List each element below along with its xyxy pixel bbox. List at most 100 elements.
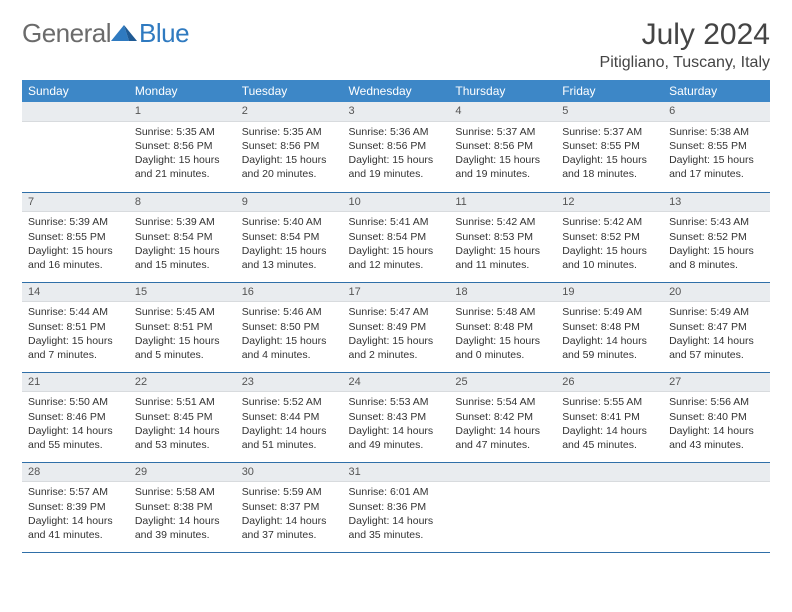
day-number: 11 — [449, 193, 556, 213]
sunrise-line: Sunrise: 5:42 AM — [455, 215, 550, 229]
sunrise-line: Sunrise: 5:54 AM — [455, 395, 550, 409]
day-body: Sunrise: 5:48 AMSunset: 8:48 PMDaylight:… — [449, 302, 556, 368]
sunrise-line: Sunrise: 5:59 AM — [242, 485, 337, 499]
daylight-line: Daylight: 15 hours and 8 minutes. — [669, 244, 764, 272]
day-body: Sunrise: 5:44 AMSunset: 8:51 PMDaylight:… — [22, 302, 129, 368]
sunset-line: Sunset: 8:55 PM — [28, 230, 123, 244]
calendar-cell: 29Sunrise: 5:58 AMSunset: 8:38 PMDayligh… — [129, 462, 236, 552]
day-body — [663, 482, 770, 542]
sunset-line: Sunset: 8:53 PM — [455, 230, 550, 244]
day-body: Sunrise: 5:49 AMSunset: 8:48 PMDaylight:… — [556, 302, 663, 368]
sunrise-line: Sunrise: 5:43 AM — [669, 215, 764, 229]
daylight-line: Daylight: 14 hours and 55 minutes. — [28, 424, 123, 452]
sunset-line: Sunset: 8:48 PM — [455, 320, 550, 334]
day-number: 16 — [236, 283, 343, 303]
header: General Blue July 2024 Pitigliano, Tusca… — [22, 18, 770, 72]
daylight-line: Daylight: 14 hours and 41 minutes. — [28, 514, 123, 542]
sunset-line: Sunset: 8:54 PM — [135, 230, 230, 244]
sunrise-line: Sunrise: 5:42 AM — [562, 215, 657, 229]
calendar-cell: 10Sunrise: 5:41 AMSunset: 8:54 PMDayligh… — [343, 192, 450, 282]
sunrise-line: Sunrise: 5:39 AM — [28, 215, 123, 229]
calendar-cell: 21Sunrise: 5:50 AMSunset: 8:46 PMDayligh… — [22, 372, 129, 462]
calendar-cell: 27Sunrise: 5:56 AMSunset: 8:40 PMDayligh… — [663, 372, 770, 462]
day-body: Sunrise: 5:50 AMSunset: 8:46 PMDaylight:… — [22, 392, 129, 458]
day-number: 17 — [343, 283, 450, 303]
calendar-cell: 19Sunrise: 5:49 AMSunset: 8:48 PMDayligh… — [556, 282, 663, 372]
day-number: 25 — [449, 373, 556, 393]
sunset-line: Sunset: 8:44 PM — [242, 410, 337, 424]
daylight-line: Daylight: 15 hours and 13 minutes. — [242, 244, 337, 272]
daylight-line: Daylight: 14 hours and 49 minutes. — [349, 424, 444, 452]
calendar-cell — [556, 462, 663, 552]
day-body: Sunrise: 5:56 AMSunset: 8:40 PMDaylight:… — [663, 392, 770, 458]
day-body: Sunrise: 5:37 AMSunset: 8:56 PMDaylight:… — [449, 122, 556, 188]
day-number: 30 — [236, 463, 343, 483]
sunrise-line: Sunrise: 5:57 AM — [28, 485, 123, 499]
sunrise-line: Sunrise: 5:56 AM — [669, 395, 764, 409]
daylight-line: Daylight: 14 hours and 51 minutes. — [242, 424, 337, 452]
sunrise-line: Sunrise: 5:50 AM — [28, 395, 123, 409]
day-number: 6 — [663, 102, 770, 122]
sunrise-line: Sunrise: 5:45 AM — [135, 305, 230, 319]
sunset-line: Sunset: 8:49 PM — [349, 320, 444, 334]
day-body: Sunrise: 5:55 AMSunset: 8:41 PMDaylight:… — [556, 392, 663, 458]
day-number: 12 — [556, 193, 663, 213]
day-number: 1 — [129, 102, 236, 122]
day-number: 23 — [236, 373, 343, 393]
logo-triangle-icon — [111, 21, 137, 41]
calendar-cell: 13Sunrise: 5:43 AMSunset: 8:52 PMDayligh… — [663, 192, 770, 282]
day-number: 4 — [449, 102, 556, 122]
day-number: 28 — [22, 463, 129, 483]
daylight-line: Daylight: 14 hours and 53 minutes. — [135, 424, 230, 452]
daylight-line: Daylight: 15 hours and 15 minutes. — [135, 244, 230, 272]
calendar-cell — [449, 462, 556, 552]
sunset-line: Sunset: 8:52 PM — [562, 230, 657, 244]
calendar-cell: 14Sunrise: 5:44 AMSunset: 8:51 PMDayligh… — [22, 282, 129, 372]
logo-text-general: General — [22, 18, 111, 49]
calendar-head: SundayMondayTuesdayWednesdayThursdayFrid… — [22, 80, 770, 102]
sunrise-line: Sunrise: 5:40 AM — [242, 215, 337, 229]
calendar-cell: 17Sunrise: 5:47 AMSunset: 8:49 PMDayligh… — [343, 282, 450, 372]
sunrise-line: Sunrise: 5:58 AM — [135, 485, 230, 499]
calendar-cell: 22Sunrise: 5:51 AMSunset: 8:45 PMDayligh… — [129, 372, 236, 462]
day-number: 27 — [663, 373, 770, 393]
sunset-line: Sunset: 8:36 PM — [349, 500, 444, 514]
day-number: 3 — [343, 102, 450, 122]
sunset-line: Sunset: 8:56 PM — [135, 139, 230, 153]
sunset-line: Sunset: 8:56 PM — [349, 139, 444, 153]
day-body: Sunrise: 5:39 AMSunset: 8:55 PMDaylight:… — [22, 212, 129, 278]
sunrise-line: Sunrise: 6:01 AM — [349, 485, 444, 499]
day-body: Sunrise: 5:38 AMSunset: 8:55 PMDaylight:… — [663, 122, 770, 188]
day-number: 20 — [663, 283, 770, 303]
day-number: 29 — [129, 463, 236, 483]
day-number — [449, 463, 556, 483]
day-body: Sunrise: 5:35 AMSunset: 8:56 PMDaylight:… — [236, 122, 343, 188]
day-body: Sunrise: 6:01 AMSunset: 8:36 PMDaylight:… — [343, 482, 450, 548]
sunrise-line: Sunrise: 5:51 AM — [135, 395, 230, 409]
day-body: Sunrise: 5:36 AMSunset: 8:56 PMDaylight:… — [343, 122, 450, 188]
day-body: Sunrise: 5:41 AMSunset: 8:54 PMDaylight:… — [343, 212, 450, 278]
month-title: July 2024 — [600, 18, 770, 52]
day-number: 8 — [129, 193, 236, 213]
day-number: 18 — [449, 283, 556, 303]
sunset-line: Sunset: 8:48 PM — [562, 320, 657, 334]
day-header: Thursday — [449, 80, 556, 102]
sunrise-line: Sunrise: 5:35 AM — [135, 125, 230, 139]
sunrise-line: Sunrise: 5:36 AM — [349, 125, 444, 139]
calendar-cell: 31Sunrise: 6:01 AMSunset: 8:36 PMDayligh… — [343, 462, 450, 552]
day-number — [556, 463, 663, 483]
day-body — [556, 482, 663, 542]
sunset-line: Sunset: 8:37 PM — [242, 500, 337, 514]
calendar-cell: 11Sunrise: 5:42 AMSunset: 8:53 PMDayligh… — [449, 192, 556, 282]
calendar-cell: 12Sunrise: 5:42 AMSunset: 8:52 PMDayligh… — [556, 192, 663, 282]
day-number: 22 — [129, 373, 236, 393]
daylight-line: Daylight: 14 hours and 43 minutes. — [669, 424, 764, 452]
sunset-line: Sunset: 8:56 PM — [455, 139, 550, 153]
daylight-line: Daylight: 15 hours and 12 minutes. — [349, 244, 444, 272]
day-number: 7 — [22, 193, 129, 213]
calendar-week: 7Sunrise: 5:39 AMSunset: 8:55 PMDaylight… — [22, 192, 770, 282]
day-header: Wednesday — [343, 80, 450, 102]
daylight-line: Daylight: 15 hours and 20 minutes. — [242, 153, 337, 181]
sunrise-line: Sunrise: 5:47 AM — [349, 305, 444, 319]
day-number — [663, 463, 770, 483]
